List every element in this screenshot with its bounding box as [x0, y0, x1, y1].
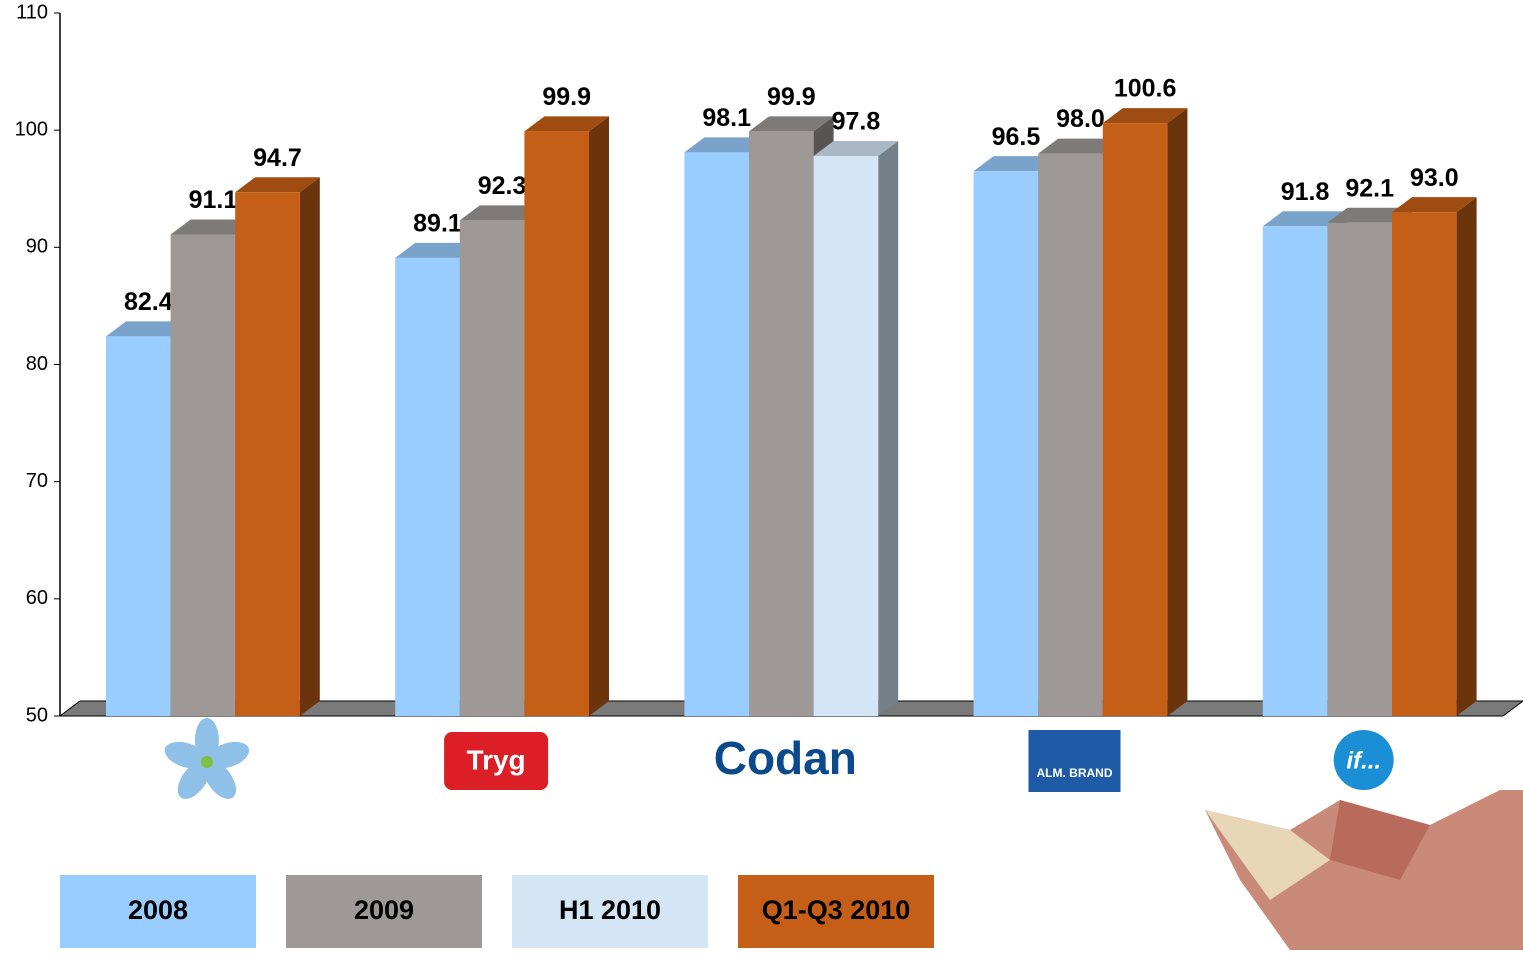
category-logo: if...: [1333, 730, 1394, 790]
bar: [106, 336, 171, 716]
y-tick-label: 80: [26, 353, 48, 375]
bar-side: [589, 116, 609, 717]
value-label: 91.1: [189, 186, 238, 214]
bar-top: [749, 116, 834, 132]
bar-top: [106, 321, 191, 337]
bar-top: [170, 219, 256, 235]
category-logo: ALM. BRAND: [1028, 730, 1121, 792]
bar-top: [1102, 108, 1188, 124]
bar: [524, 131, 589, 717]
x-tick-label: Codan: [714, 732, 857, 784]
bar-top: [1038, 138, 1123, 154]
bar: [459, 220, 525, 716]
bar: [1038, 153, 1103, 717]
y-tick-label: 100: [15, 118, 48, 140]
bar: [684, 152, 749, 716]
legend-swatch: [738, 875, 934, 948]
bar-top: [1262, 211, 1348, 227]
value-label: 99.9: [542, 83, 591, 111]
value-label: 94.7: [253, 144, 302, 172]
legend-label: H1 2010: [559, 895, 661, 925]
legend-swatch: [512, 875, 708, 948]
petal: [164, 741, 208, 769]
category-logo: [164, 718, 250, 799]
bar-top: [459, 205, 545, 221]
value-label: 98.0: [1056, 105, 1105, 133]
bar-top: [395, 242, 480, 258]
bar-top: [684, 137, 769, 153]
value-label: 82.4: [124, 288, 173, 316]
x-tick-label: ALM. BRAND: [1037, 766, 1113, 780]
logo-bg: [444, 732, 549, 790]
x-tick-label: Tryg: [467, 744, 526, 775]
legend-swatch: [60, 875, 256, 948]
bar-side: [878, 140, 899, 716]
value-label: 92.3: [478, 172, 527, 200]
boat: [1205, 790, 1523, 950]
logo-bg: [1028, 730, 1121, 792]
legend-label: Q1-Q3 2010: [762, 895, 911, 925]
bar-side: [299, 177, 320, 716]
bar: [170, 234, 236, 716]
value-label: 97.8: [832, 108, 881, 136]
bar-side: [1167, 108, 1188, 717]
bar: [1327, 222, 1392, 716]
petal: [203, 760, 237, 799]
bar-top: [813, 140, 899, 156]
bar-top: [1392, 197, 1477, 213]
value-label: 98.1: [702, 104, 751, 132]
bar-side: [1456, 197, 1477, 716]
value-label: 99.9: [767, 83, 816, 111]
value-label: 93.0: [1410, 164, 1459, 192]
legend-swatch: [286, 875, 482, 948]
bar: [1102, 123, 1168, 717]
bar-top: [1327, 207, 1412, 223]
value-label: 96.5: [992, 123, 1041, 151]
legend-label: 2008: [128, 895, 188, 925]
bar: [235, 192, 300, 716]
bar: [1262, 226, 1328, 716]
bar-top: [973, 156, 1059, 172]
bar: [973, 171, 1039, 717]
y-tick-label: 90: [26, 236, 48, 258]
bar: [395, 257, 460, 716]
category-logo: Tryg: [444, 732, 549, 790]
value-label: 92.1: [1345, 174, 1394, 202]
logo-bg: [1333, 730, 1394, 790]
y-tick-label: 70: [26, 470, 48, 492]
petal: [206, 741, 250, 769]
value-label: 89.1: [413, 209, 462, 237]
y-tick-label: 110: [16, 1, 48, 23]
bar: [813, 155, 879, 716]
y-tick-label: 50: [26, 704, 48, 726]
bar-top: [235, 177, 320, 193]
legend-label: 2009: [354, 895, 414, 925]
y-tick-label: 60: [26, 587, 48, 609]
category-logo: Codan: [714, 732, 857, 784]
bar-top: [524, 116, 609, 132]
value-label: 100.6: [1114, 75, 1177, 103]
bar: [749, 131, 814, 717]
petal: [177, 760, 211, 799]
value-label: 91.8: [1281, 178, 1330, 206]
bar: [1392, 212, 1457, 716]
x-tick-label: if...: [1346, 747, 1381, 774]
flower-center: [200, 756, 213, 768]
